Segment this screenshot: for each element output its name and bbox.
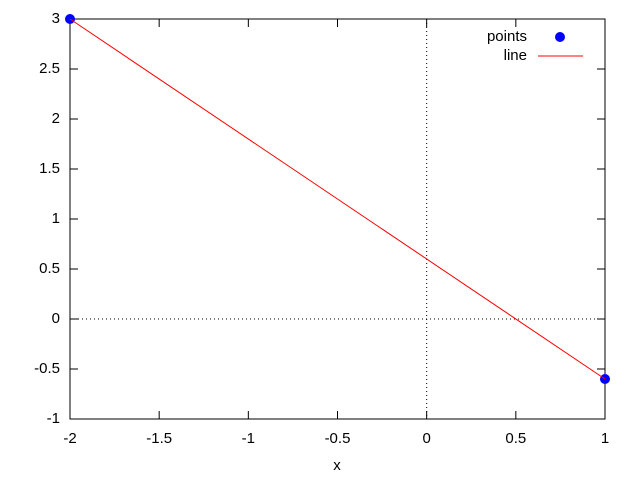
legend-label: line (504, 47, 527, 64)
x-tick-label: -2 (63, 430, 76, 447)
y-tick-label: -1 (47, 410, 60, 427)
y-tick-label: 2 (52, 110, 60, 127)
y-tick-label: -0.5 (34, 360, 60, 377)
x-tick-label: -1.5 (146, 430, 172, 447)
legend-marker (555, 32, 565, 42)
y-tick-label: 3 (52, 10, 60, 27)
x-tick-label: 1 (601, 430, 609, 447)
legend-label: points (487, 28, 527, 45)
x-tick-label: -1 (242, 430, 255, 447)
y-tick-label: 1 (52, 210, 60, 227)
y-tick-label: 0 (52, 310, 60, 327)
x-tick-label: 0.5 (505, 430, 526, 447)
x-tick-label: 0 (422, 430, 430, 447)
y-tick-label: 1.5 (39, 160, 60, 177)
y-tick-label: 0.5 (39, 260, 60, 277)
data-line (69, 18, 606, 380)
x-tick-label: -0.5 (325, 430, 351, 447)
x-axis-label: x (333, 457, 341, 474)
y-tick-label: 2.5 (39, 60, 60, 77)
